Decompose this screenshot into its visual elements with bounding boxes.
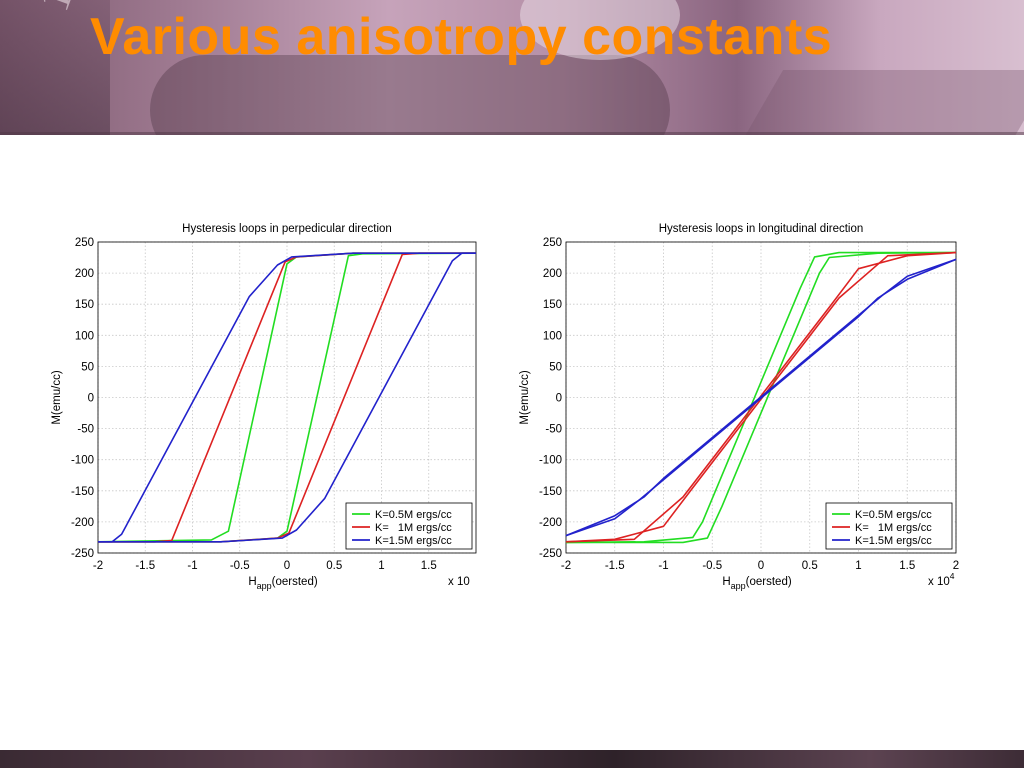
legend-box bbox=[345, 502, 473, 550]
legend-entry: K= 1M ergs/cc bbox=[855, 522, 932, 534]
x-tick-label: 1 bbox=[378, 560, 384, 572]
series-line-descending bbox=[565, 258, 957, 537]
x-tick-label: -2 bbox=[93, 560, 103, 572]
x-tick-label: 1.5 bbox=[421, 560, 437, 572]
x-axis-multiplier: x 104 bbox=[928, 571, 955, 588]
x-tick-label: 1.5 bbox=[899, 560, 915, 572]
y-tick-label: 100 bbox=[75, 330, 94, 342]
y-tick-label: 200 bbox=[543, 268, 562, 280]
x-tick-label: 0 bbox=[758, 560, 764, 572]
legend-entry: K=1.5M ergs/cc bbox=[375, 535, 452, 547]
legend-entry: K=0.5M ergs/cc bbox=[855, 509, 932, 521]
legend-box bbox=[825, 502, 953, 550]
chart-title: Hysteresis loops in perpedicular directi… bbox=[182, 223, 392, 235]
y-tick-label: -150 bbox=[71, 486, 94, 498]
y-tick-label: -250 bbox=[71, 548, 94, 560]
y-tick-label: 100 bbox=[543, 330, 562, 342]
series-line-ascending bbox=[565, 251, 957, 543]
y-tick-label: 0 bbox=[556, 393, 562, 405]
x-tick-label: 0 bbox=[284, 560, 290, 572]
x-tick-label: -2 bbox=[561, 560, 571, 572]
x-axis-label: Happ(oersted) bbox=[248, 576, 318, 591]
y-tick-label: 250 bbox=[75, 237, 94, 249]
x-tick-label: -0.5 bbox=[230, 560, 250, 572]
x-tick-label: -1.5 bbox=[135, 560, 155, 572]
chart-svg: 250 200 150 100 50 0 -50 -100 -150 -200 -250-2 -1.5… bbox=[51, 223, 477, 591]
x-tick-label: 2 bbox=[953, 560, 959, 572]
legend-entry: K=1.5M ergs/cc bbox=[855, 535, 932, 547]
perpendicular-hysteresis-chart: 250 200 150 100 50 0 -50 -100 -150 -200 -250 -2 -1.5… bbox=[40, 212, 488, 597]
x-tick-label: 1 bbox=[855, 560, 861, 572]
y-axis-label: M(emu/cc) bbox=[51, 370, 63, 424]
x-tick-label: -1.5 bbox=[605, 560, 625, 572]
x-tick-label: -1 bbox=[187, 560, 197, 572]
longitudinal-hysteresis-chart: 250 200 150 100 50 0 -50 -100 -150 -200 -250 -2 -1.5… bbox=[508, 212, 968, 597]
y-tick-label: 150 bbox=[75, 299, 94, 311]
series-line-descending bbox=[98, 252, 476, 543]
series-line-ascending bbox=[98, 252, 476, 543]
y-axis-label: M(emu/cc) bbox=[519, 370, 531, 424]
banner-background-shape bbox=[150, 55, 670, 135]
legend-entry: K=0.5M ergs/cc bbox=[375, 509, 452, 521]
y-tick-label: 50 bbox=[549, 361, 562, 373]
series-line-ascending bbox=[565, 258, 957, 537]
y-tick-label: 0 bbox=[88, 393, 94, 405]
banner-divider bbox=[0, 132, 1024, 135]
y-tick-label: 200 bbox=[75, 268, 94, 280]
x-axis-label: Happ(oersted) bbox=[722, 576, 792, 591]
legend-entry: K= 1M ergs/cc bbox=[375, 522, 452, 534]
y-tick-label: -150 bbox=[539, 486, 562, 498]
y-tick-label: -100 bbox=[71, 455, 94, 467]
y-tick-label: -50 bbox=[77, 424, 94, 436]
x-tick-label: 0.5 bbox=[802, 560, 818, 572]
slide-title: Various anisotropy constants bbox=[90, 8, 833, 66]
chart-title: Hysteresis loops in longitudinal directi… bbox=[659, 223, 864, 235]
footer-strip bbox=[0, 750, 1024, 768]
y-tick-label: 250 bbox=[543, 237, 562, 249]
title-banner: 120 bbox=[0, 0, 1024, 135]
axes-frame bbox=[565, 241, 957, 554]
x-tick-label: -1 bbox=[658, 560, 668, 572]
y-tick-label: -50 bbox=[545, 424, 562, 436]
x-tick-label: -0.5 bbox=[702, 560, 722, 572]
axes-frame bbox=[97, 241, 477, 554]
banner-background-shape bbox=[736, 70, 1024, 135]
x-axis-multiplier: x 10 bbox=[448, 576, 470, 588]
banner-background-shape bbox=[0, 0, 110, 135]
y-tick-label: 50 bbox=[81, 361, 94, 373]
y-tick-label: 150 bbox=[543, 299, 562, 311]
y-tick-label: -250 bbox=[539, 548, 562, 560]
x-tick-label: 0.5 bbox=[326, 560, 342, 572]
y-tick-label: -200 bbox=[71, 517, 94, 529]
y-tick-label: -100 bbox=[539, 455, 562, 467]
y-tick-label: -200 bbox=[539, 517, 562, 529]
chart-svg: 250 200 150 100 50 0 -50 -100 -150 -200 -250-2 -1.5… bbox=[519, 223, 959, 591]
